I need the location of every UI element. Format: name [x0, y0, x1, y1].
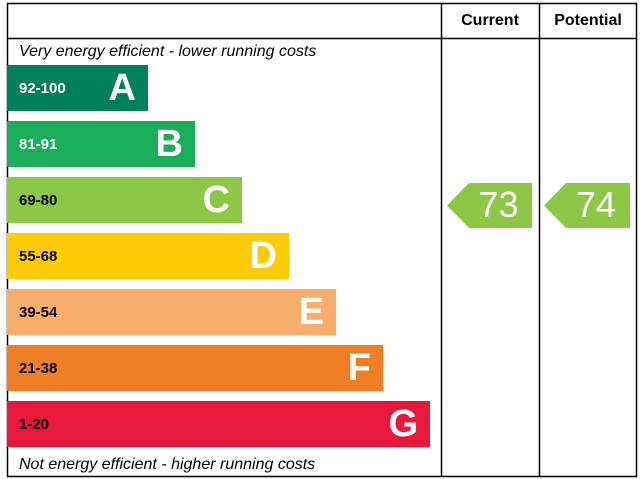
band-bar [7, 345, 383, 391]
band-letter: D [250, 235, 277, 277]
band-letter: G [388, 403, 418, 445]
band-range: 69-80 [19, 192, 57, 209]
band-bar [7, 289, 336, 335]
top-note: Very energy efficient - lower running co… [19, 43, 316, 60]
bottom-note: Not energy efficient - higher running co… [19, 456, 315, 473]
band-range: 81-91 [19, 136, 57, 153]
band-bar [7, 65, 148, 111]
potential-value: 74 [576, 184, 616, 225]
band-bar [7, 121, 195, 167]
band-range: 1-20 [19, 416, 49, 433]
band-range: 39-54 [19, 304, 58, 321]
band-range: 92-100 [19, 80, 66, 97]
band-letter: A [109, 67, 136, 109]
potential-arrow [544, 183, 630, 228]
current-value: 73 [478, 184, 518, 225]
current-arrow [447, 183, 532, 228]
band-letter: C [203, 179, 230, 221]
band-letter: B [156, 123, 183, 165]
band-range: 21-38 [19, 360, 57, 377]
band-range: 55-68 [19, 248, 57, 265]
band-letter: F [348, 347, 371, 389]
band-bar [7, 177, 242, 223]
band-letter: E [299, 291, 324, 333]
band-bar [7, 401, 430, 447]
band-bar [7, 233, 289, 279]
potential-header: Potential [554, 12, 622, 29]
current-header: Current [461, 12, 519, 29]
